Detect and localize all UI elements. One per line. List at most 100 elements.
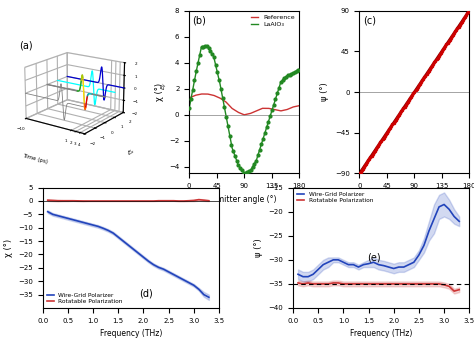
Point xyxy=(419,78,426,83)
Wire-Grid Polarizer xyxy=(171,273,176,277)
LaAlO₃ xyxy=(239,169,245,173)
Wire-Grid Polarizer xyxy=(60,215,66,219)
Point xyxy=(450,30,458,36)
Rotatable Polarization xyxy=(330,281,336,285)
Rotatable Polarization xyxy=(421,282,427,286)
Point xyxy=(413,86,420,91)
Rotatable Polarization xyxy=(356,282,361,286)
Point xyxy=(358,167,365,173)
Wire-Grid Polarizer xyxy=(320,263,326,267)
Point xyxy=(457,21,465,26)
Point xyxy=(412,87,419,93)
LaAlO₃ xyxy=(239,167,245,172)
Point xyxy=(375,141,383,147)
Rotatable Polarization xyxy=(206,199,212,203)
Rotatable Polarization xyxy=(391,282,397,286)
Text: (a): (a) xyxy=(19,40,33,50)
Reference xyxy=(239,112,245,116)
Wire-Grid Polarizer xyxy=(300,275,306,279)
Point xyxy=(422,73,429,78)
Rotatable Polarization xyxy=(295,281,301,285)
Rotatable Polarization xyxy=(166,199,172,203)
Rotatable Polarization xyxy=(305,281,311,285)
Wire-Grid Polarizer xyxy=(310,272,316,276)
Point xyxy=(461,14,469,19)
Rotatable Polarization xyxy=(325,282,331,286)
Reference xyxy=(294,104,300,108)
Wire-Grid Polarizer xyxy=(396,265,401,269)
Wire-Grid Polarizer xyxy=(436,205,442,209)
Text: (b): (b) xyxy=(192,16,206,25)
Point xyxy=(430,59,438,65)
Wire-Grid Polarizer xyxy=(365,262,371,266)
Rotatable Polarization xyxy=(361,282,366,286)
Rotatable Polarization xyxy=(451,289,457,293)
Rotatable Polarization xyxy=(181,199,187,203)
Point xyxy=(417,79,425,85)
Point xyxy=(371,148,379,153)
Point xyxy=(369,151,376,157)
Text: (d): (d) xyxy=(140,289,154,298)
Point xyxy=(400,105,407,111)
Point xyxy=(393,115,401,121)
LaAlO₃ xyxy=(294,69,300,73)
Point xyxy=(385,126,393,132)
Point xyxy=(359,166,366,171)
Point xyxy=(434,55,441,61)
Rotatable Polarization xyxy=(340,282,346,286)
Point xyxy=(447,35,455,41)
Point xyxy=(419,76,427,82)
Wire-Grid Polarizer xyxy=(336,258,341,262)
Rotatable Polarization xyxy=(416,282,422,286)
X-axis label: Frequency (THz): Frequency (THz) xyxy=(350,329,412,338)
Text: (e): (e) xyxy=(367,252,381,262)
Y-axis label: χ (°): χ (°) xyxy=(155,83,164,101)
Wire-Grid Polarizer xyxy=(411,260,417,264)
Point xyxy=(356,171,363,176)
Rotatable Polarization xyxy=(130,199,136,203)
Wire-Grid Polarizer xyxy=(421,243,427,247)
Line: Rotatable Polarization: Rotatable Polarization xyxy=(48,200,209,201)
Point xyxy=(455,24,462,29)
Rotatable Polarization xyxy=(115,199,121,203)
Wire-Grid Polarizer xyxy=(65,216,71,221)
Point xyxy=(420,74,428,80)
Wire-Grid Polarizer xyxy=(55,213,61,218)
Wire-Grid Polarizer xyxy=(361,263,366,267)
Wire-Grid Polarizer xyxy=(340,260,346,264)
Wire-Grid Polarizer xyxy=(305,275,311,279)
Point xyxy=(383,130,391,136)
Point xyxy=(428,63,436,69)
Point xyxy=(440,45,448,51)
Rotatable Polarization xyxy=(65,199,71,203)
Point xyxy=(368,153,375,158)
LaAlO₃ xyxy=(241,171,247,176)
Legend: Wire-Grid Polarizer, Rotatable Polarization: Wire-Grid Polarizer, Rotatable Polarizat… xyxy=(46,291,124,305)
Wire-Grid Polarizer xyxy=(176,275,182,279)
Rotatable Polarization xyxy=(320,282,326,286)
Wire-Grid Polarizer xyxy=(406,263,411,267)
Point xyxy=(429,61,437,67)
Wire-Grid Polarizer xyxy=(451,215,457,219)
Rotatable Polarization xyxy=(315,282,321,286)
Rotatable Polarization xyxy=(310,282,316,286)
Reference xyxy=(252,109,258,114)
Rotatable Polarization xyxy=(401,282,407,286)
Wire-Grid Polarizer xyxy=(295,272,301,276)
Wire-Grid Polarizer xyxy=(85,222,91,226)
Point xyxy=(409,92,416,98)
Point xyxy=(395,112,403,118)
Point xyxy=(416,81,424,86)
Rotatable Polarization xyxy=(75,199,81,203)
Wire-Grid Polarizer xyxy=(356,265,361,269)
Line: Reference: Reference xyxy=(189,94,299,115)
Point xyxy=(446,37,454,42)
Wire-Grid Polarizer xyxy=(446,207,452,211)
Wire-Grid Polarizer xyxy=(151,263,156,267)
Point xyxy=(445,38,452,44)
Point xyxy=(370,149,377,155)
Wire-Grid Polarizer xyxy=(416,253,422,257)
Point xyxy=(398,109,405,114)
Point xyxy=(437,50,445,56)
Wire-Grid Polarizer xyxy=(95,224,101,229)
